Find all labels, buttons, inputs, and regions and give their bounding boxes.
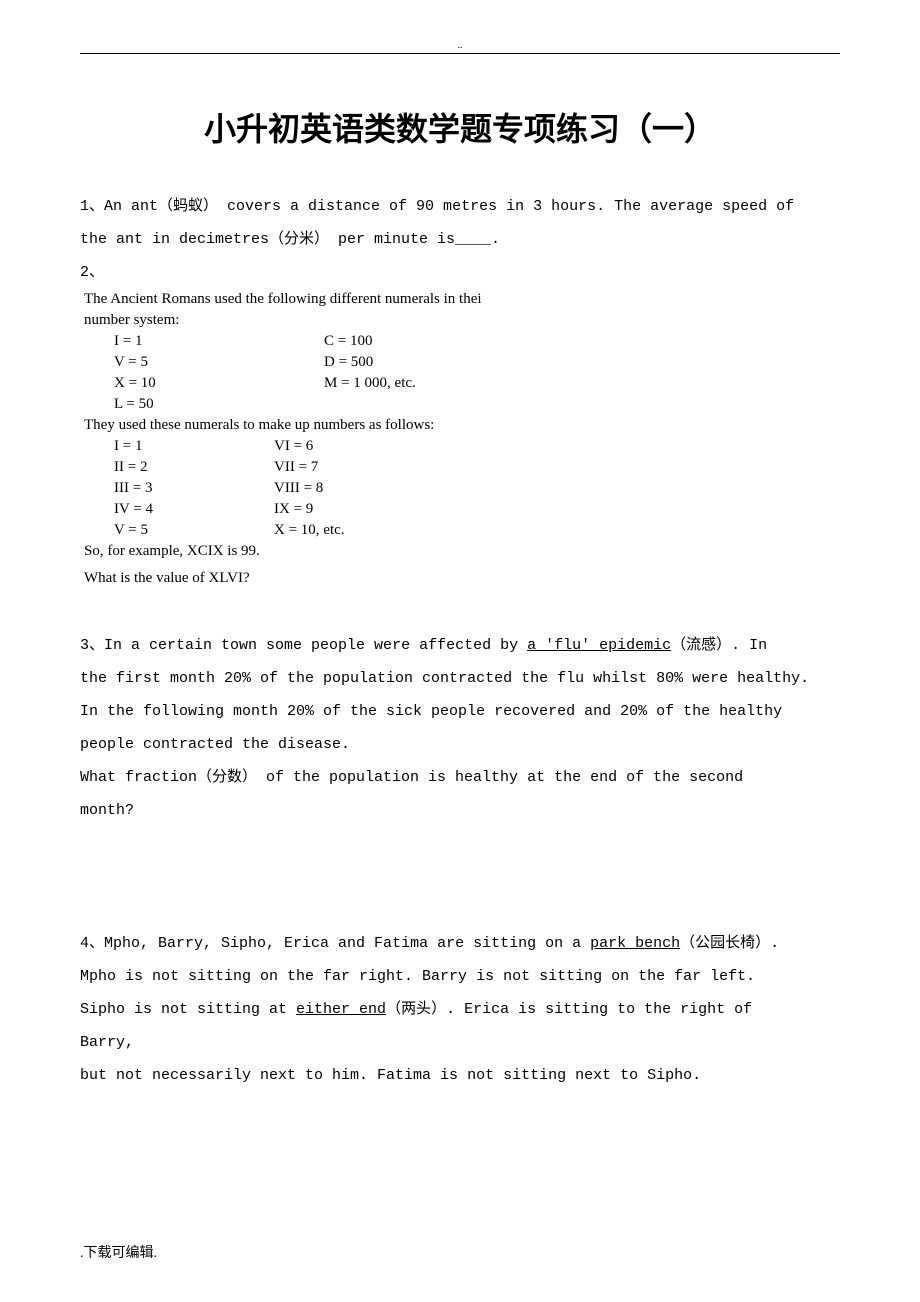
roman-cell: V = 5: [114, 520, 274, 541]
header-marker: ..: [80, 40, 840, 51]
q3-line1-a: In a certain town some people were affec…: [104, 637, 527, 654]
roman-example: So, for example, XCIX is 99.: [84, 541, 840, 562]
page-title: 小升初英语类数学题专项练习（一）: [80, 104, 840, 150]
roman-table-2: I = 1VI = 6 II = 2VII = 7 III = 3VIII = …: [114, 436, 840, 541]
roman-cell: IV = 4: [114, 499, 274, 520]
spacer: [80, 609, 840, 629]
roman-intro-b: number system:: [84, 310, 840, 331]
q4-line3-b: （两头）. Erica is sitting to the right of: [386, 1001, 752, 1018]
q4-line3-a: Sipho is not sitting at: [80, 1001, 296, 1018]
roman-cell: [324, 394, 840, 415]
roman-cell: C = 100: [324, 331, 840, 352]
roman-cell: L = 50: [114, 394, 324, 415]
roman-cell: X = 10, etc.: [274, 520, 840, 541]
question-4: 4、Mpho, Barry, Sipho, Erica and Fatima a…: [80, 927, 840, 1092]
header-divider: [80, 53, 840, 54]
q3-num: 3、: [80, 637, 104, 654]
q4-line2: Mpho is not sitting on the far right. Ba…: [80, 968, 755, 985]
q4-line5: but not necessarily next to him. Fatima …: [80, 1067, 701, 1084]
footer-text: .下载可编辑.: [80, 1242, 157, 1262]
q3-line5: What fraction（分数） of the population is h…: [80, 769, 743, 786]
roman-cell: VII = 7: [274, 457, 840, 478]
q3-line4: people contracted the disease.: [80, 736, 350, 753]
roman-cell: V = 5: [114, 352, 324, 373]
q1-text-a: An ant（蚂蚁） covers a distance of 90 metre…: [104, 198, 794, 215]
roman-question: What is the value of XLVI?: [84, 568, 840, 589]
roman-cell: D = 500: [324, 352, 840, 373]
question-1: 1、An ant（蚂蚁） covers a distance of 90 met…: [80, 190, 840, 256]
q2-num: 2、: [80, 264, 104, 281]
q4-line1-a: Mpho, Barry, Sipho, Erica and Fatima are…: [104, 935, 590, 952]
q4-line1-u: park bench: [590, 935, 680, 952]
q3-line1-b: （流感）. In: [671, 637, 767, 654]
roman-table-1: I = 1C = 100 V = 5D = 500 X = 10M = 1 00…: [114, 331, 840, 415]
roman-cell: I = 1: [114, 331, 324, 352]
q4-line1-b: （公园长椅）.: [680, 935, 779, 952]
q4-num: 4、: [80, 935, 104, 952]
question-3: 3、In a certain town some people were aff…: [80, 629, 840, 827]
roman-cell: X = 10: [114, 373, 324, 394]
q4-line4: Barry,: [80, 1034, 134, 1051]
roman-numerals-section: The Ancient Romans used the following di…: [84, 289, 840, 589]
q4-line3-u: either end: [296, 1001, 386, 1018]
roman-used-text: They used these numerals to make up numb…: [84, 415, 840, 436]
roman-cell: IX = 9: [274, 499, 840, 520]
question-2: 2、: [80, 256, 840, 289]
q3-line3: In the following month 20% of the sick p…: [80, 703, 782, 720]
q3-line1-u: a 'flu' epidemic: [527, 637, 671, 654]
q1-num: 1、: [80, 198, 104, 215]
spacer: [80, 827, 840, 927]
roman-cell: II = 2: [114, 457, 274, 478]
roman-cell: I = 1: [114, 436, 274, 457]
roman-intro-a: The Ancient Romans used the following di…: [84, 289, 840, 310]
roman-cell: M = 1 000, etc.: [324, 373, 840, 394]
document-page: .. 小升初英语类数学题专项练习（一） 1、An ant（蚂蚁） covers …: [0, 0, 920, 1132]
spacer: [80, 589, 840, 609]
q3-line6: month?: [80, 802, 134, 819]
q3-line2: the first month 20% of the population co…: [80, 670, 809, 687]
roman-cell: VI = 6: [274, 436, 840, 457]
q1-text-b: the ant in decimetres（分米） per minute is_…: [80, 231, 500, 248]
roman-cell: III = 3: [114, 478, 274, 499]
roman-cell: VIII = 8: [274, 478, 840, 499]
